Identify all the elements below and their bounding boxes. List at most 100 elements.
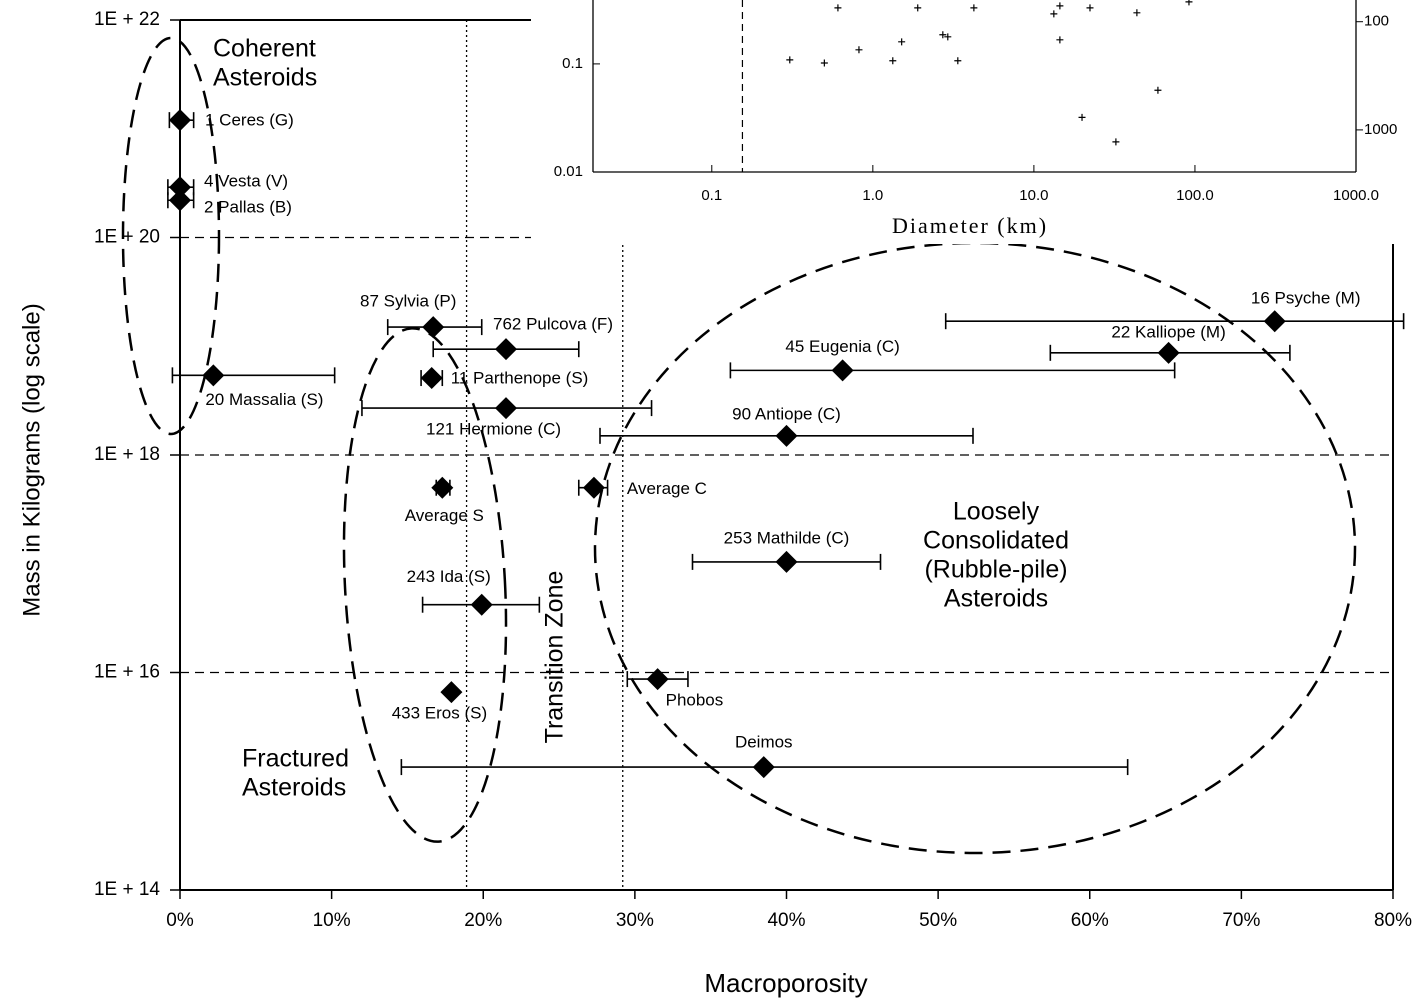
point (169, 176, 191, 199)
point (470, 593, 493, 616)
x-tick-label: 10% (313, 910, 351, 931)
point (786, 56, 794, 64)
region-label: Consolidated (923, 527, 1069, 555)
region-label: Coherent (213, 35, 316, 63)
region-label: Asteroids (242, 774, 346, 802)
point (420, 367, 443, 390)
region-label: (Rubble-pile) (924, 556, 1067, 584)
region-label: Fractured (242, 745, 349, 773)
x-tick-label: 80% (1374, 910, 1412, 931)
region-label: Asteroids (213, 64, 317, 92)
x-tick-label: 10.0 (1019, 187, 1048, 204)
point (775, 424, 798, 447)
point-label: Average C (627, 479, 707, 498)
point (1154, 86, 1162, 94)
x-axis-label: Macroporosity (704, 968, 867, 998)
point (898, 38, 906, 46)
point (939, 31, 947, 39)
point (1050, 10, 1058, 18)
error-bar (729, 362, 1176, 379)
point-label: 2 Pallas (B) (204, 198, 292, 217)
x-tick-label: 40% (767, 910, 805, 931)
point-label: 22 Kalliope (M) (1111, 322, 1225, 341)
point-label: 16 Psyche (M) (1251, 289, 1361, 308)
x-tick-label: 100.0 (1176, 187, 1214, 204)
inset-background (531, 0, 1428, 244)
point-label: Average S (405, 506, 484, 525)
y-tick-label: 0.1 (562, 55, 583, 72)
point (494, 338, 517, 361)
y2-tick-label: 1000 (1364, 121, 1397, 138)
point-label: 1 Ceres (G) (205, 111, 294, 130)
x-tick-label: 0% (166, 910, 194, 931)
point (1157, 341, 1180, 364)
y-tick-label: 1E + 20 (94, 227, 160, 248)
x-tick-label: 1.0 (862, 187, 883, 204)
y-tick-label: 0.01 (554, 163, 583, 180)
point-label: 253 Mathilde (C) (724, 528, 850, 547)
point-label: 4 Vesta (V) (204, 172, 288, 191)
point-label: 90 Antiope (C) (732, 404, 841, 423)
point (855, 46, 863, 54)
x-axis-label: Diameter (km) (892, 213, 1048, 238)
y-tick-label: 1E + 18 (94, 444, 160, 465)
point-label: 20 Massalia (S) (205, 390, 323, 409)
point (1263, 310, 1286, 333)
point (431, 476, 454, 499)
point (1078, 113, 1086, 121)
coherent-region (121, 36, 221, 436)
point (820, 59, 828, 67)
point (1133, 9, 1141, 17)
ellipses (121, 36, 1357, 855)
point (169, 109, 191, 132)
error-bar (171, 367, 336, 384)
point (169, 189, 191, 212)
point (954, 57, 962, 65)
x-tick-label: 70% (1222, 910, 1260, 931)
point (889, 57, 897, 65)
y2-tick-label: 100 (1364, 13, 1389, 30)
point (422, 316, 445, 339)
point (831, 359, 854, 382)
error-bar (944, 313, 1405, 330)
point (1056, 36, 1064, 44)
y-tick-label: 1E + 16 (94, 662, 160, 683)
point (202, 364, 225, 387)
point-label: Deimos (735, 733, 793, 752)
point (1185, 0, 1193, 6)
point (752, 756, 775, 779)
point-label: 433 Eros (S) (392, 704, 487, 723)
point (582, 476, 605, 499)
point-label: 87 Sylvia (P) (360, 292, 456, 311)
zone-label: Transition Zone (541, 571, 569, 744)
y-tick-label: 1E + 14 (94, 879, 160, 900)
point (834, 4, 842, 12)
point-label: 11 Parthenope (S) (451, 369, 589, 388)
x-tick-label: 60% (1071, 910, 1109, 931)
point (440, 681, 463, 704)
point (775, 550, 798, 573)
point (1056, 2, 1064, 10)
point (970, 4, 978, 12)
region-label: Asteroids (944, 585, 1048, 613)
y-axis-label: Mass in Kilograms (log scale) (18, 303, 45, 616)
point-label: 243 Ida (S) (407, 567, 491, 586)
point (1112, 138, 1120, 146)
x-tick-label: 1000.0 (1333, 187, 1379, 204)
x-tick-label: 30% (616, 910, 654, 931)
point-label: Phobos (666, 691, 724, 710)
point-label: 121 Hermione (C) (426, 420, 561, 439)
point-label: 45 Eugenia (C) (785, 337, 899, 356)
point (914, 4, 922, 12)
x-tick-label: 50% (919, 910, 957, 931)
x-tick-label: 0.1 (701, 187, 722, 204)
point (1086, 4, 1094, 12)
point (944, 33, 952, 41)
rubble-region (593, 241, 1357, 855)
point-label: 762 Pulcova (F) (493, 315, 613, 334)
point (494, 397, 517, 420)
region-label: Loosely (953, 498, 1040, 526)
x-tick-label: 20% (464, 910, 502, 931)
fractured-region (342, 327, 508, 843)
